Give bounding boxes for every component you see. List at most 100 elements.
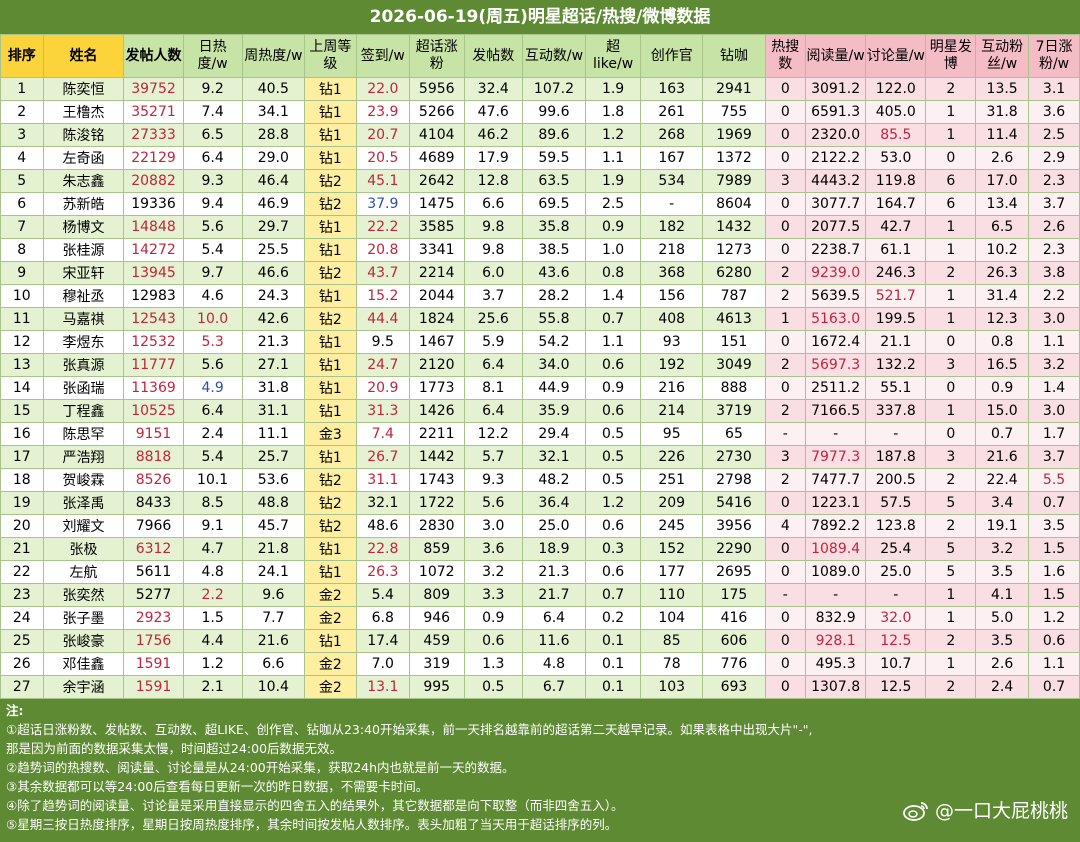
page-title: 2026-06-19(周五)明星超话/热搜/微博数据 xyxy=(0,0,1080,34)
table-cell: 787 xyxy=(702,284,766,308)
table-cell: - xyxy=(805,583,867,607)
table-cell: 99.6 xyxy=(521,100,587,124)
weibo-logo-icon xyxy=(903,802,928,821)
table-cell: 1756 xyxy=(123,629,184,653)
table-cell: 107.2 xyxy=(521,77,587,101)
table-cell: 7166.5 xyxy=(805,399,867,423)
column-header: 互动粉丝/w xyxy=(975,34,1030,78)
table-cell: 2.1 xyxy=(182,675,243,699)
table-cell: 251 xyxy=(640,468,704,492)
table-cell: 钻1 xyxy=(303,399,357,423)
table-cell: 3.0 xyxy=(1028,399,1080,423)
table-cell: 0 xyxy=(764,629,807,653)
table-cell: 31.3 xyxy=(355,399,410,423)
table-cell: 1591 xyxy=(123,652,184,676)
table-cell: 43.6 xyxy=(521,261,587,285)
table-cell: - xyxy=(805,422,867,446)
star-name-cell: 马嘉祺 xyxy=(42,307,125,331)
table-row: 23 张奕然 5277 2.2 9.6 金2 5.4 809 3.3 21.7 0.7 110 175-… xyxy=(0,583,1080,607)
table-cell: 152 xyxy=(640,537,704,561)
table-cell: 5.3 xyxy=(182,330,243,354)
table-cell: 226 xyxy=(640,445,704,469)
table-cell: 48.8 xyxy=(241,491,305,515)
table-cell: 25.0 xyxy=(521,514,587,538)
table-cell: 209 xyxy=(640,491,704,515)
notes-title: 注: xyxy=(6,703,24,718)
star-name-cell: 王橹杰 xyxy=(42,100,125,124)
watermark: @一口大屁桃桃 xyxy=(903,800,1068,822)
table-cell: 2 xyxy=(764,261,807,285)
table-cell: 32.1 xyxy=(355,491,410,515)
star-name-cell: 苏新皓 xyxy=(42,192,125,216)
table-cell: 2 xyxy=(764,284,807,308)
table-cell: 2 xyxy=(764,353,807,377)
table-cell: 2695 xyxy=(702,560,766,584)
table-cell: 53.0 xyxy=(865,146,927,170)
table-cell: 0.8 xyxy=(975,330,1030,354)
table-cell: 337.8 xyxy=(865,399,927,423)
table-cell: 1 xyxy=(764,307,807,331)
table-cell: 44.4 xyxy=(355,307,410,331)
note-line: ④除了趋势词的阅读量、讨论量是采用直接显示的四舍五入的结果外，其它数据都是向下取… xyxy=(6,798,624,813)
table-cell: 946 xyxy=(408,606,465,630)
table-cell: 0 xyxy=(764,146,807,170)
table-cell: 29.7 xyxy=(241,215,305,239)
column-header: 签到/w xyxy=(355,34,410,78)
table-cell: 809 xyxy=(408,583,465,607)
table-cell: 0 xyxy=(764,376,807,400)
table-cell: 10525 xyxy=(123,399,184,423)
table-cell: 14 xyxy=(0,376,44,400)
table-cell: 521.7 xyxy=(865,284,927,308)
table-cell: 495.3 xyxy=(805,652,867,676)
star-name-cell: 杨博文 xyxy=(42,215,125,239)
table-cell: 200.5 xyxy=(865,468,927,492)
table-cell: 3 xyxy=(0,123,44,147)
table-cell: 0.7 xyxy=(1028,675,1080,699)
table-cell: 10.0 xyxy=(182,307,243,331)
table-cell: 0.6 xyxy=(463,629,523,653)
table-cell: 3.5 xyxy=(975,629,1030,653)
table-cell: 1969 xyxy=(702,123,766,147)
table-cell: 2 xyxy=(925,629,977,653)
table-cell: 3.7 xyxy=(1028,192,1080,216)
table-cell: 25.6 xyxy=(463,307,523,331)
table-cell: 122.0 xyxy=(865,77,927,101)
table-cell: 32.4 xyxy=(463,77,523,101)
table-cell: 1.2 xyxy=(585,491,642,515)
table-cell: 31.8 xyxy=(975,100,1030,124)
star-name-cell: 刘耀文 xyxy=(42,514,125,538)
table-cell: 1426 xyxy=(408,399,465,423)
table-cell: 2 xyxy=(925,468,977,492)
table-cell: 4.8 xyxy=(182,560,243,584)
table-cell: 12.3 xyxy=(975,307,1030,331)
table-cell: 0.2 xyxy=(585,606,642,630)
table-cell: 368 xyxy=(640,261,704,285)
table-cell: 31.1 xyxy=(355,468,410,492)
table-cell: 1 xyxy=(925,399,977,423)
table-cell: 6 xyxy=(925,192,977,216)
table-cell: 1 xyxy=(925,100,977,124)
star-name-cell: 李煜东 xyxy=(42,330,125,354)
table-cell: 34.0 xyxy=(521,353,587,377)
table-cell: 0.7 xyxy=(585,307,642,331)
table-cell: 1.2 xyxy=(1028,606,1080,630)
table-cell: 6280 xyxy=(702,261,766,285)
table-cell: 1743 xyxy=(408,468,465,492)
table-cell: 1 xyxy=(925,284,977,308)
table-cell: 7.0 xyxy=(355,652,410,676)
table-cell: 钻1 xyxy=(303,238,357,262)
table-cell: 2 xyxy=(764,399,807,423)
star-name-cell: 张子墨 xyxy=(42,606,125,630)
table-cell: 27333 xyxy=(123,123,184,147)
table-cell: 5163.0 xyxy=(805,307,867,331)
column-header: 热搜数 xyxy=(764,34,807,78)
table-cell: 42.6 xyxy=(241,307,305,331)
column-header: 创作官 xyxy=(640,34,704,78)
table-cell: 22.0 xyxy=(355,77,410,101)
table-cell: 534 xyxy=(640,169,704,193)
table-cell: 11.1 xyxy=(241,422,305,446)
table-cell: 7977.3 xyxy=(805,445,867,469)
notes-section: 注: ①超话日涨粉数、发帖数、互动数、超LIKE、创作官、钻咖从23:40开始采… xyxy=(0,699,1080,836)
table-cell: 1 xyxy=(925,583,977,607)
column-header: 姓名 xyxy=(42,34,125,78)
